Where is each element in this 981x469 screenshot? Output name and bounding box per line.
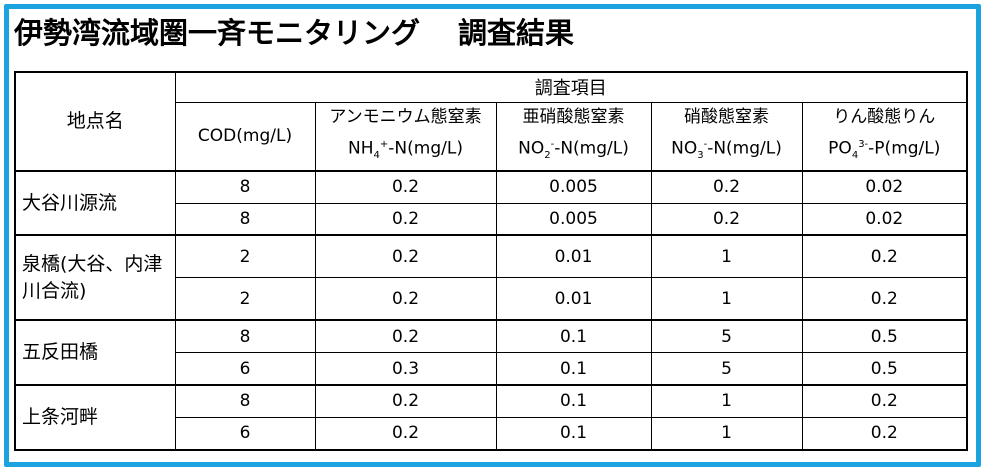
cell: 2	[174, 234, 316, 279]
cell: 0.2	[801, 234, 968, 279]
cell: 0.005	[495, 169, 652, 204]
cell: 8	[174, 169, 316, 204]
cell: 0.02	[801, 169, 968, 204]
site-name: 大谷川源流	[14, 169, 176, 236]
cell: 0.1	[495, 383, 652, 418]
table-row: 6 0.3 0.1 5 0.5	[15, 352, 968, 386]
cell: 1	[650, 416, 803, 451]
col-header-po4-line1: りん酸態りん	[833, 106, 936, 127]
col-header-po4: りん酸態りん PO43--P(mg/L)	[801, 101, 968, 172]
col-header-nh4: アンモニウム態窒素 NH4+-N(mg/L)	[314, 101, 497, 172]
cell: 0.2	[314, 383, 497, 418]
title-sub: 調査結果	[458, 16, 575, 50]
cell: 0.01	[495, 234, 652, 279]
cell: 0.2	[650, 202, 803, 236]
col-header-no3: 硝酸態窒素 NO3--N(mg/L)	[650, 101, 803, 172]
title-main: 伊勢湾流域圏一斉モニタリング	[14, 16, 421, 50]
col-header-cod: COD(mg/L)	[174, 101, 316, 172]
cell: 0.2	[801, 383, 968, 418]
col-header-no3-line2: NO3--N(mg/L)	[671, 138, 782, 161]
site-header: 地点名	[14, 71, 176, 172]
cell: 0.2	[314, 169, 497, 204]
cell: 6	[174, 416, 316, 451]
cell: 0.2	[314, 202, 497, 236]
site-name: 五反田橋	[14, 319, 176, 386]
cell: 0.2	[314, 234, 497, 279]
cell: 0.2	[314, 277, 497, 321]
cell: 0.2	[314, 416, 497, 451]
cell: 8	[174, 383, 316, 418]
cell: 0.2	[801, 277, 968, 321]
results-table: 地点名 調査項目 COD(mg/L) アンモニウム態窒素 NH4+-N(mg/L…	[14, 71, 969, 451]
cell: 0.1	[495, 319, 652, 354]
cell: 0.2	[314, 319, 497, 354]
table-row: 大谷川源流 8 0.2 0.005 0.2 0.02	[14, 169, 968, 236]
cell: 0.02	[801, 202, 968, 236]
col-header-no3-line1: 硝酸態窒素	[684, 106, 769, 127]
table-row: 上条河畔 8 0.2 0.1 1 0.2	[14, 383, 968, 451]
cell: 0.1	[495, 352, 652, 386]
cell: 5	[650, 319, 803, 354]
table-row: 五反田橋 8 0.2 0.1 5 0.5	[14, 319, 968, 386]
cell: 0.3	[314, 352, 497, 386]
col-header-no2-line1: 亜硝酸態窒素	[522, 106, 625, 127]
cell: 0.2	[650, 169, 803, 204]
cell: 0.2	[801, 416, 968, 451]
table-row: 6 0.2 0.1 1 0.2	[15, 416, 968, 451]
cell: 2	[174, 277, 316, 321]
col-header-no2-line2: NO2--N(mg/L)	[518, 138, 629, 161]
site-name: 上条河畔	[14, 383, 176, 451]
col-header-no2: 亜硝酸態窒素 NO2--N(mg/L)	[495, 101, 652, 172]
cell: 1	[650, 383, 803, 418]
col-header-po4-line2: PO43--P(mg/L)	[828, 138, 941, 161]
cell: 6	[174, 352, 316, 386]
group-header: 調査項目	[174, 71, 968, 103]
col-header-nh4-line1: アンモニウム態窒素	[329, 106, 482, 127]
col-header-nh4-line2: NH4+-N(mg/L)	[348, 138, 463, 161]
table-row: 泉橋(大谷、内津川合流) 2 0.2 0.01 1 0.2	[14, 234, 968, 321]
page-title: 伊勢湾流域圏一斉モニタリング 調査結果	[14, 10, 574, 52]
site-name: 泉橋(大谷、内津川合流)	[14, 234, 176, 321]
cell: 1	[650, 234, 803, 279]
cell: 0.5	[801, 352, 968, 386]
cell: 0.005	[495, 202, 652, 236]
cell: 0.1	[495, 416, 652, 451]
cell: 1	[650, 277, 803, 321]
cell: 8	[174, 319, 316, 354]
cell: 8	[174, 202, 316, 236]
cell: 5	[650, 352, 803, 386]
col-header-cod-label: COD(mg/L)	[197, 126, 293, 147]
cell: 0.01	[495, 277, 652, 321]
cell: 0.5	[801, 319, 968, 354]
